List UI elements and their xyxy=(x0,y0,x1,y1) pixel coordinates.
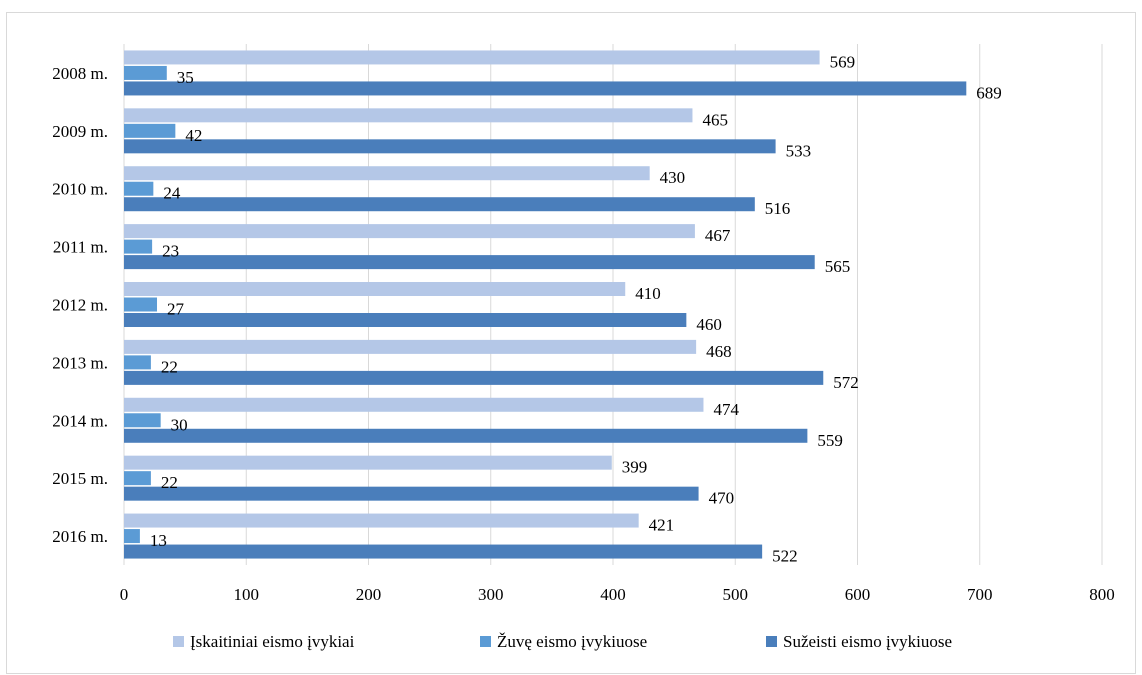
data-label: 522 xyxy=(772,547,798,566)
bar xyxy=(124,529,140,544)
data-label: 30 xyxy=(171,415,188,434)
bar xyxy=(124,471,151,486)
data-label: 467 xyxy=(705,226,731,245)
x-tick-label: 200 xyxy=(356,585,382,604)
bar xyxy=(124,339,697,354)
x-tick-label: 400 xyxy=(600,585,626,604)
data-label: 35 xyxy=(177,68,194,87)
data-label: 572 xyxy=(833,373,859,392)
bar xyxy=(124,197,755,212)
x-tick-label: 600 xyxy=(845,585,871,604)
legend-swatch xyxy=(480,636,491,647)
y-category-label: 2009 m. xyxy=(52,122,108,141)
bar xyxy=(124,370,824,385)
y-category-label: 2010 m. xyxy=(52,180,108,199)
data-label: 559 xyxy=(817,431,843,450)
legend-label: Sužeisti eismo įvykiuose xyxy=(783,632,952,651)
bar xyxy=(124,50,820,65)
bar xyxy=(124,282,626,296)
bar xyxy=(124,313,687,327)
bar xyxy=(124,455,612,470)
bar xyxy=(124,428,808,443)
y-category-label: 2011 m. xyxy=(53,238,108,257)
bar xyxy=(124,65,167,80)
bar xyxy=(124,108,693,123)
data-label: 565 xyxy=(825,257,851,276)
data-label: 421 xyxy=(649,516,675,535)
bar xyxy=(124,255,815,270)
x-tick-label: 800 xyxy=(1089,585,1115,604)
data-label: 533 xyxy=(786,141,812,160)
data-label: 569 xyxy=(830,52,856,71)
x-tick-label: 0 xyxy=(120,585,129,604)
data-label: 465 xyxy=(702,110,728,129)
bar xyxy=(124,239,153,254)
bars-layer xyxy=(124,50,967,559)
bar xyxy=(124,181,154,196)
x-tick-label: 700 xyxy=(967,585,993,604)
data-label: 27 xyxy=(167,300,185,319)
y-category-label: 2012 m. xyxy=(52,296,108,315)
bar xyxy=(124,166,650,181)
y-category-label: 2016 m. xyxy=(52,527,108,546)
y-category-label: 2014 m. xyxy=(52,411,108,430)
data-label: 399 xyxy=(622,458,648,477)
data-label: 474 xyxy=(713,400,739,419)
data-label: 22 xyxy=(161,357,178,376)
legend-label: Žuvę eismo įvykiuose xyxy=(497,632,647,651)
bar xyxy=(124,413,161,428)
data-label: 24 xyxy=(163,184,181,203)
legend-swatch xyxy=(766,636,777,647)
data-label: 430 xyxy=(660,168,686,187)
labels-layer: 0 100 200 300 400 500 600 700 800 569 35 689 2008 m.… xyxy=(52,52,1114,604)
data-label: 410 xyxy=(635,284,661,303)
bar xyxy=(124,123,176,138)
bar xyxy=(124,81,967,96)
legend-swatch xyxy=(173,636,184,647)
legend-label: Įskaitiniai eismo įvykiai xyxy=(190,632,355,651)
data-label: 516 xyxy=(765,199,791,218)
x-tick-label: 100 xyxy=(234,585,260,604)
data-label: 460 xyxy=(696,315,722,334)
data-label: 13 xyxy=(150,531,167,550)
bar xyxy=(124,139,776,154)
data-label: 23 xyxy=(162,242,179,261)
data-label: 689 xyxy=(976,83,1002,102)
bar xyxy=(124,513,639,528)
data-label: 22 xyxy=(161,473,178,492)
y-category-label: 2008 m. xyxy=(52,64,108,83)
y-category-label: 2015 m. xyxy=(52,469,108,488)
bar xyxy=(124,486,699,501)
bar xyxy=(124,355,151,370)
bar xyxy=(124,224,695,239)
data-label: 42 xyxy=(185,126,202,145)
data-label: 470 xyxy=(709,489,735,508)
x-tick-label: 300 xyxy=(478,585,504,604)
bar xyxy=(124,397,704,412)
bar xyxy=(124,297,158,312)
legend: Įskaitiniai eismo įvykiai Žuvę eismo įvyk… xyxy=(173,632,952,651)
data-label: 468 xyxy=(706,342,732,361)
y-category-label: 2013 m. xyxy=(52,353,108,372)
bar xyxy=(124,544,763,559)
x-tick-label: 500 xyxy=(723,585,749,604)
